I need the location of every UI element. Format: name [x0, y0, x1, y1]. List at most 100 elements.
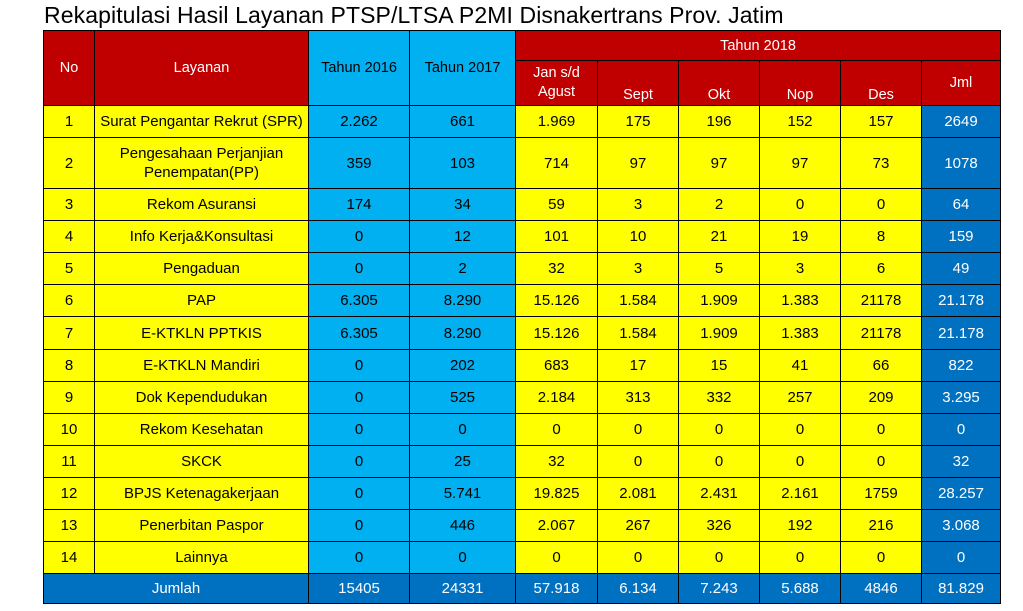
header-des: Des: [840, 60, 922, 106]
cell-nop: 0: [759, 188, 841, 222]
header-sept: Sept: [597, 60, 679, 106]
cell-des: 21178: [840, 316, 922, 350]
cell-layanan: Surat Pengantar Rekrut (SPR): [94, 104, 309, 139]
cell-jml: 0: [920, 541, 1002, 575]
cell-des: 8: [840, 220, 922, 254]
cell-sept: 0: [597, 541, 679, 575]
header-tahun-2017: Tahun 2017: [409, 30, 516, 106]
table-row: 3 Rekom Asuransi 174 34 59 3 2 0 0 64: [43, 188, 1002, 222]
cell-t2017: 661: [409, 104, 516, 139]
cell-layanan: Rekom Asuransi: [94, 188, 309, 222]
header-tahun-2016: Tahun 2016: [308, 30, 410, 106]
cell-no: 13: [43, 509, 95, 543]
cell-no: 4: [43, 220, 95, 254]
cell-t2017: 8.290: [409, 316, 516, 350]
footer-jan-agust: 57.918: [515, 573, 598, 605]
cell-jml: 28.257: [920, 476, 1002, 511]
cell-sept: 0: [597, 444, 679, 478]
cell-des: 6: [840, 252, 922, 286]
cell-sept: 1.584: [597, 316, 679, 350]
table-footer-row: Jumlah 15405 24331 57.918 6.134 7.243 5.…: [43, 573, 1002, 605]
table-row: 12 BPJS Ketenagakerjaan 0 5.741 19.825 2.081 2…: [43, 476, 1002, 511]
cell-jan-agust: 2.184: [515, 380, 598, 414]
cell-t2017: 34: [409, 188, 516, 222]
cell-des: 21178: [840, 284, 922, 318]
cell-jan-agust: 101: [515, 220, 598, 254]
header-jml: Jml: [920, 60, 1002, 106]
cell-t2016: 0: [308, 541, 410, 575]
cell-jan-agust: 15.126: [515, 284, 598, 318]
table-row: 1 Surat Pengantar Rekrut (SPR) 2.262 661 1.9…: [43, 104, 1002, 139]
header-tahun-2018: Tahun 2018: [514, 30, 1002, 61]
cell-t2017: 5.741: [409, 476, 516, 511]
cell-layanan: Info Kerja&Konsultasi: [94, 220, 309, 254]
footer-jml: 81.829: [920, 573, 1002, 605]
cell-jan-agust: 1.969: [515, 104, 598, 139]
cell-t2017: 0: [409, 412, 516, 446]
cell-des: 216: [840, 509, 922, 543]
header-layanan: Layanan: [94, 30, 309, 106]
cell-layanan: E-KTKLN PPTKIS: [94, 316, 309, 350]
cell-t2017: 446: [409, 509, 516, 543]
header-no: No: [43, 30, 95, 106]
cell-layanan: Pengaduan: [94, 252, 309, 286]
cell-jml: 21.178: [920, 284, 1002, 318]
cell-sept: 175: [597, 104, 679, 139]
cell-t2017: 25: [409, 444, 516, 478]
cell-t2017: 12: [409, 220, 516, 254]
cell-t2016: 0: [308, 509, 410, 543]
cell-nop: 19: [759, 220, 841, 254]
cell-layanan: Pengesahaan Perjanjian Penempatan(PP): [94, 137, 309, 190]
cell-jan-agust: 2.067: [515, 509, 598, 543]
table-row: 10 Rekom Kesehatan 0 0 0 0 0 0 0 0: [43, 412, 1002, 446]
cell-sept: 1.584: [597, 284, 679, 318]
cell-nop: 0: [759, 541, 841, 575]
cell-nop: 3: [759, 252, 841, 286]
cell-jml: 2649: [920, 104, 1002, 139]
cell-jml: 1078: [920, 137, 1002, 190]
cell-nop: 1.383: [759, 284, 841, 318]
cell-okt: 5: [678, 252, 760, 286]
cell-okt: 1.909: [678, 284, 760, 318]
cell-no: 5: [43, 252, 95, 286]
cell-des: 0: [840, 541, 922, 575]
cell-jan-agust: 32: [515, 444, 598, 478]
cell-okt: 2.431: [678, 476, 760, 511]
cell-des: 157: [840, 104, 922, 139]
cell-t2017: 2: [409, 252, 516, 286]
cell-nop: 41: [759, 348, 841, 382]
cell-t2016: 0: [308, 348, 410, 382]
cell-okt: 15: [678, 348, 760, 382]
cell-t2016: 0: [308, 476, 410, 511]
cell-no: 14: [43, 541, 95, 575]
cell-jan-agust: 714: [515, 137, 598, 190]
cell-t2017: 103: [409, 137, 516, 190]
cell-nop: 0: [759, 444, 841, 478]
header-okt: Okt: [678, 60, 760, 106]
cell-t2016: 0: [308, 220, 410, 254]
table-row: 6 PAP 6.305 8.290 15.126 1.584 1.909 1.383 21178…: [43, 284, 1002, 318]
cell-no: 8: [43, 348, 95, 382]
cell-okt: 332: [678, 380, 760, 414]
footer-label: Jumlah: [43, 573, 309, 605]
table-row: 13 Penerbitan Paspor 0 446 2.067 267 326 192 216…: [43, 509, 1002, 543]
cell-okt: 97: [678, 137, 760, 190]
cell-jan-agust: 683: [515, 348, 598, 382]
cell-layanan: Rekom Kesehatan: [94, 412, 309, 446]
cell-nop: 2.161: [759, 476, 841, 511]
cell-sept: 0: [597, 412, 679, 446]
cell-sept: 97: [597, 137, 679, 190]
cell-des: 0: [840, 444, 922, 478]
cell-sept: 3: [597, 252, 679, 286]
page-title: Rekapitulasi Hasil Layanan PTSP/LTSA P2M…: [44, 2, 784, 28]
cell-jml: 3.295: [920, 380, 1002, 414]
cell-nop: 1.383: [759, 316, 841, 350]
cell-no: 3: [43, 188, 95, 222]
cell-jan-agust: 19.825: [515, 476, 598, 511]
table-row: 14 Lainnya 0 0 0 0 0 0 0 0: [43, 541, 1002, 575]
cell-okt: 2: [678, 188, 760, 222]
cell-des: 0: [840, 412, 922, 446]
header-jan-agust: Jan s/d Agust: [515, 60, 598, 106]
table-row: 9 Dok Kependudukan 0 525 2.184 313 332 257 209 3.…: [43, 380, 1002, 414]
cell-des: 0: [840, 188, 922, 222]
